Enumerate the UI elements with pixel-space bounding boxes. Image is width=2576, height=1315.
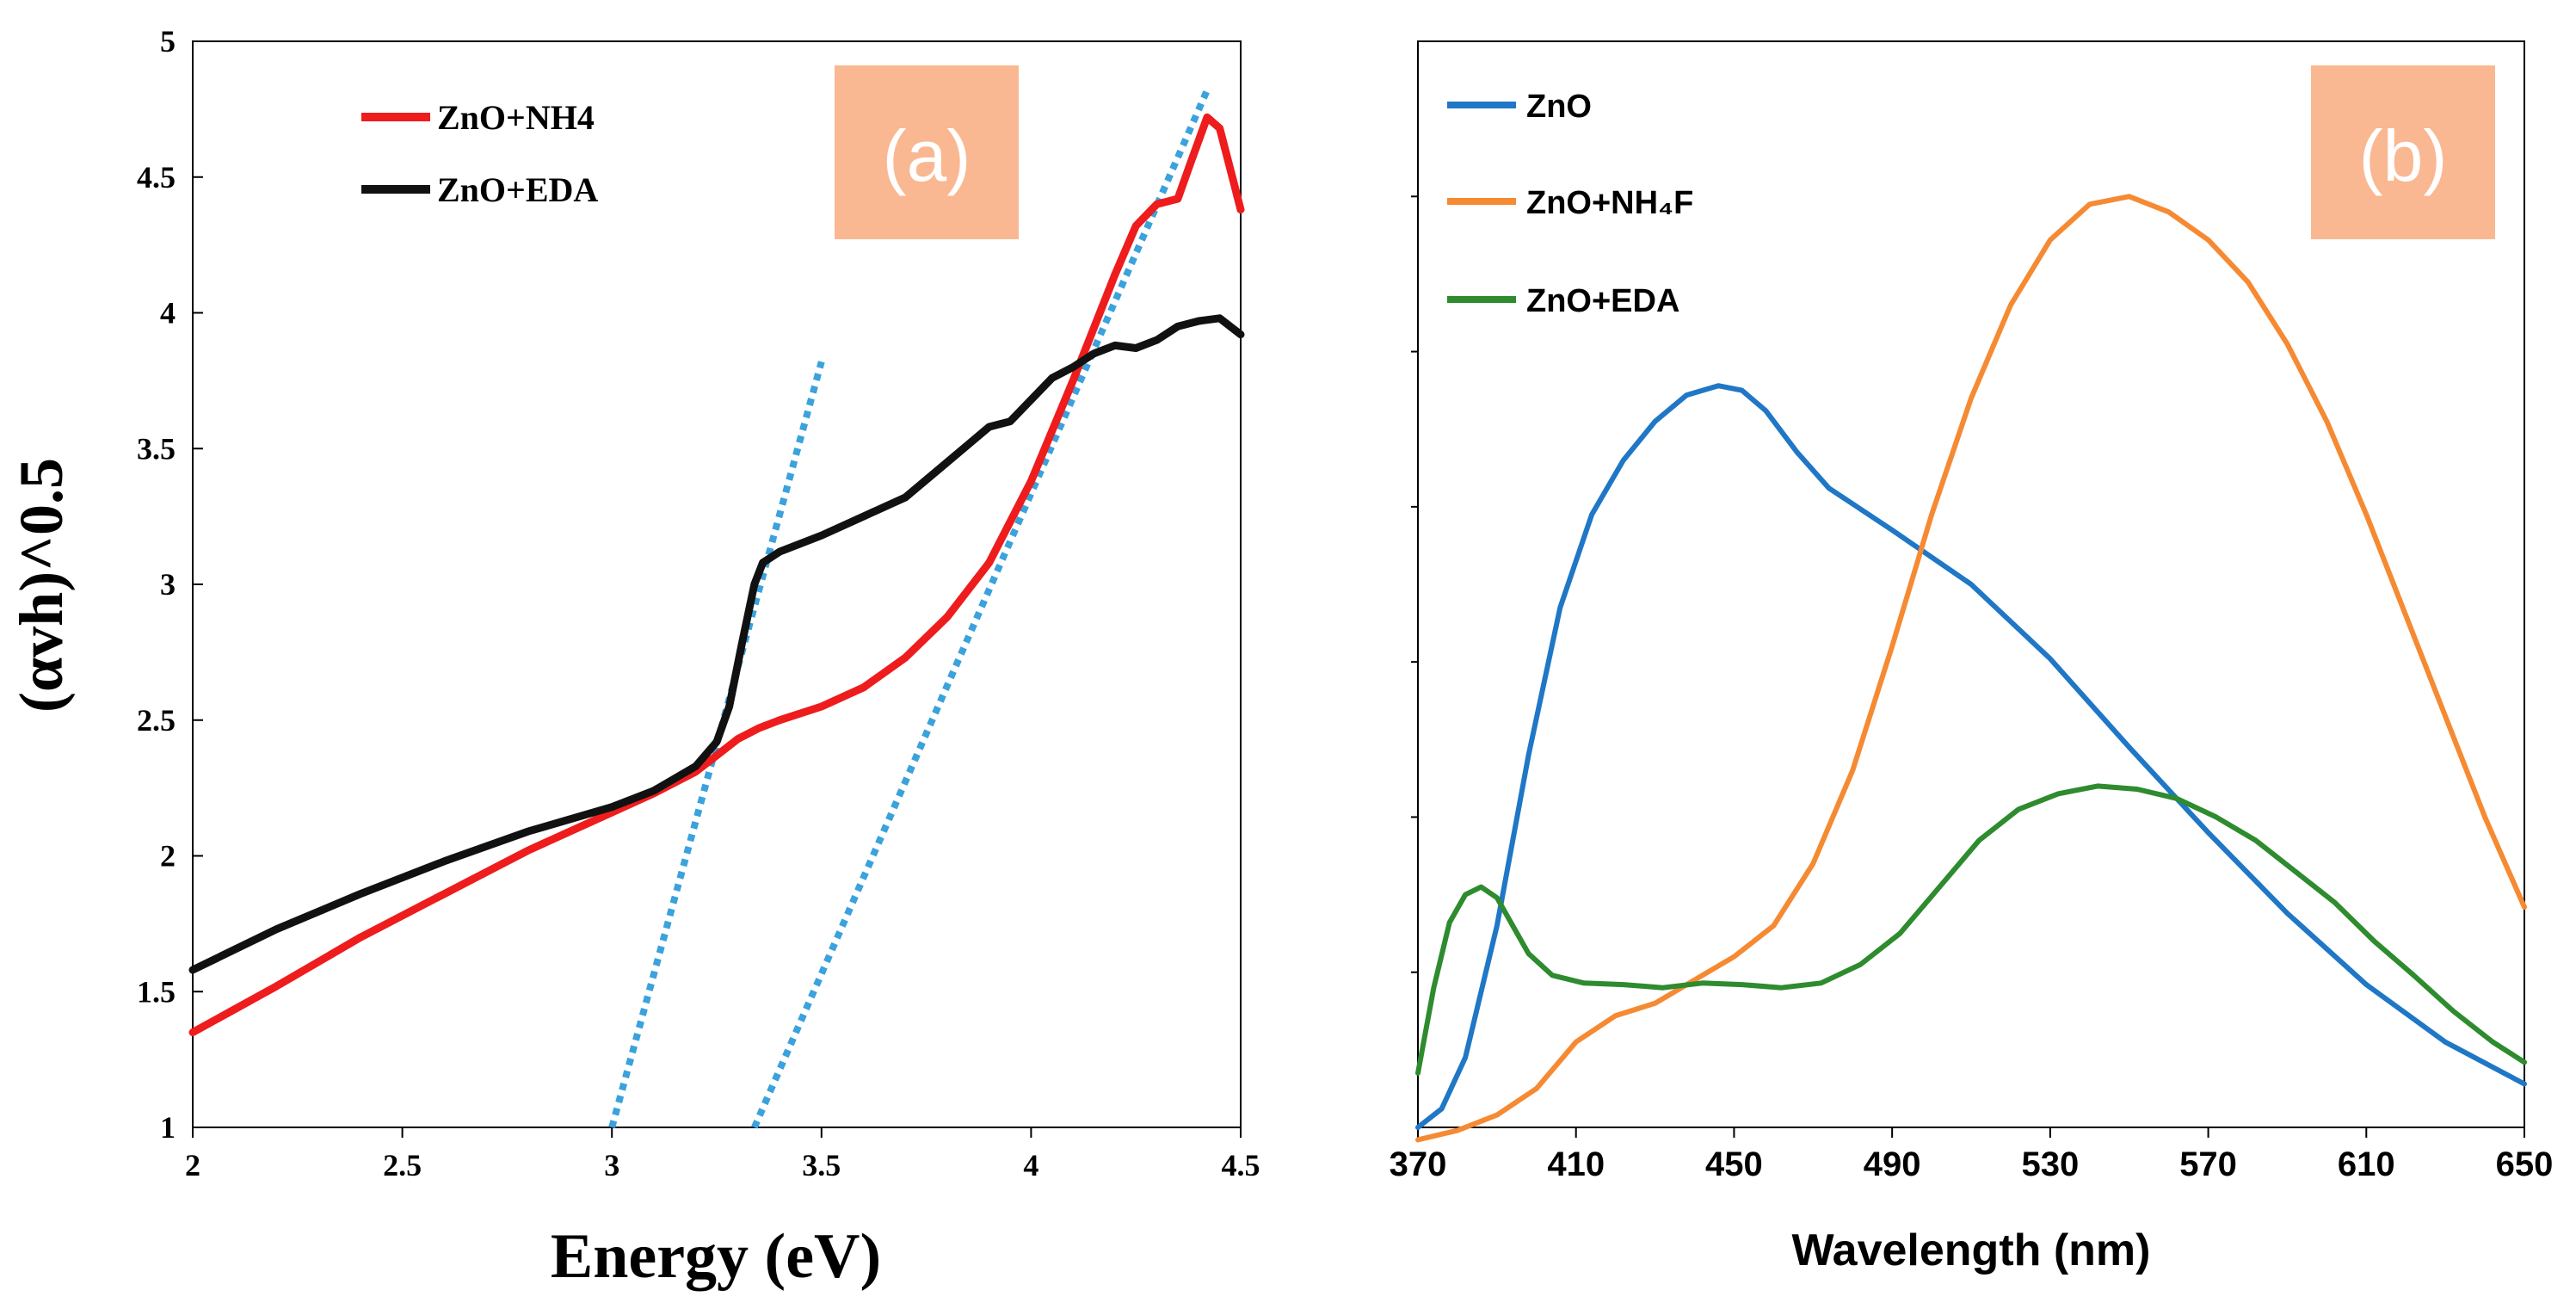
panel-a-x-tick-label: 3.5 [802,1148,841,1182]
panel-a-frame [192,40,1242,1128]
legend-label-zno-eda-b: ZnO+EDA [1526,283,1679,319]
panel-a-x-tick-label: 3 [604,1148,619,1182]
panel-a-series [188,113,1245,1037]
panel-b-legend: ZnO ZnO+NH₄F ZnO+EDA [1447,89,1693,319]
panel-a-label-box [835,65,1019,239]
panel-b-frame [1417,40,2525,1128]
panel-a-label: (a) [883,115,971,196]
panel-a-fit-lines [608,89,1211,1129]
panel-b-x-tick-label: 490 [1864,1145,1921,1183]
series-line-zno-nh4 [188,113,1245,1037]
series-line-zno-eda [1415,783,2527,1076]
panel-b-label: (b) [2359,115,2448,196]
panel-b-x-tick-label: 610 [2338,1145,2395,1183]
legend-label-zno-nh4f: ZnO+NH₄F [1526,185,1693,221]
tangent-fit-line-1 [608,361,825,1129]
panel-a-y-axis-label: (αvh)^0.5 [7,458,76,713]
panel-b-x-tick-label: 530 [2021,1145,2079,1183]
series-line-zno-nh-f [1415,194,2527,1143]
panel-a-x-tick-label: 2 [185,1148,200,1182]
panel-b-label-box [2311,65,2495,239]
panel-a-legend: ZnO+NH4 ZnO+EDA [361,98,598,209]
panel-a-x-tick-label: 2.5 [383,1148,422,1182]
panel-a-y-tick-label: 4.5 [137,160,176,194]
panel-b-x-tick-label: 410 [1547,1145,1605,1183]
panel-b-series [1415,194,2527,1143]
panel-a-x-tick-label: 4.5 [1222,1148,1260,1182]
panel-b-x-tick-label: 370 [1390,1145,1447,1183]
panel-a-ticks: 2 2.5 3 3.5 4 4.5 1 1.5 2 2.5 3 3.5 4 4.5 5 [137,24,1260,1182]
panel-a-y-tick-label: 3.5 [137,431,176,466]
legend-label-zno-eda: ZnO+EDA [437,170,598,209]
panel-a-y-tick-label: 2 [160,839,176,874]
legend-label-zno: ZnO [1526,89,1592,125]
panel-a-y-tick-label: 5 [160,24,176,59]
panel-a-x-tick-label: 4 [1023,1148,1038,1182]
series-line-zno-eda [188,314,1245,974]
panel-b-ticks: 370 410 450 490 530 570 610 650 [1390,195,2554,1183]
series-line-zno [1415,383,2527,1130]
legend-label-zno-nh4: ZnO+NH4 [437,98,595,137]
panel-a-x-axis-label: Energy (eV) [551,1221,881,1292]
panel-b: 370 410 450 490 530 570 610 650 (b) ZnO ZnO+NH₄… [1390,40,2554,1275]
panel-b-x-axis-label: Wavelength (nm) [1792,1225,2151,1275]
panel-a-y-tick-label: 3 [160,567,176,602]
panel-a-y-tick-label: 1 [160,1110,176,1145]
panel-a: 2 2.5 3 3.5 4 4.5 1 1.5 2 2.5 3 3.5 4 4.5 5 (a) ZnO+NH… [7,24,1260,1292]
panel-a-y-tick-label: 4 [160,296,176,330]
panel-b-x-tick-label: 450 [1705,1145,1763,1183]
panel-b-x-tick-label: 650 [2496,1145,2554,1183]
panel-a-y-tick-label: 1.5 [137,974,176,1009]
panel-a-y-tick-label: 2.5 [137,703,176,738]
tangent-fit-line-2 [751,89,1211,1129]
panel-b-x-tick-label: 570 [2179,1145,2237,1183]
